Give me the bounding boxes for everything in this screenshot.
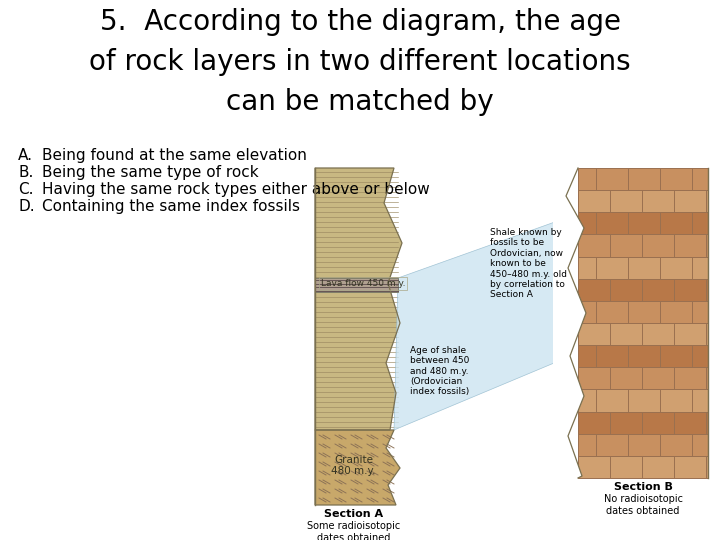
Bar	[578, 345, 708, 367]
Polygon shape	[315, 168, 402, 430]
Text: B.: B.	[18, 165, 33, 180]
Text: Being found at the same elevation: Being found at the same elevation	[42, 148, 307, 163]
Text: Age of shale
between 450
and 480 m.y.
(Ordovician
index fossils): Age of shale between 450 and 480 m.y. (O…	[410, 346, 469, 396]
Bar	[578, 212, 708, 234]
Text: C.: C.	[18, 182, 34, 197]
Bar	[578, 389, 708, 411]
Text: Lava flow 450 m.y.: Lava flow 450 m.y.	[321, 279, 405, 288]
Text: Section A: Section A	[324, 509, 383, 519]
Text: No radioisotopic
dates obtained: No radioisotopic dates obtained	[603, 494, 683, 516]
Bar	[578, 367, 708, 389]
Text: Shale known by
fossils to be
Ordovician, now
known to be
450–480 m.y. old
by cor: Shale known by fossils to be Ordovician,…	[490, 228, 567, 299]
Text: Having the same rock types either above or below: Having the same rock types either above …	[42, 182, 430, 197]
Polygon shape	[394, 218, 566, 430]
Text: Section B: Section B	[613, 482, 672, 492]
Text: Being the same type of rock: Being the same type of rock	[42, 165, 258, 180]
Bar	[578, 456, 708, 478]
Bar	[578, 234, 708, 256]
Bar	[578, 434, 708, 456]
Text: Containing the same index fossils: Containing the same index fossils	[42, 199, 300, 214]
Text: of rock layers in two different locations: of rock layers in two different location…	[89, 48, 631, 76]
Text: 5.  According to the diagram, the age: 5. According to the diagram, the age	[99, 8, 621, 36]
Bar	[578, 279, 708, 301]
Bar	[578, 301, 708, 323]
Polygon shape	[315, 278, 398, 292]
Bar	[578, 190, 708, 212]
Text: A.: A.	[18, 148, 33, 163]
Bar	[578, 411, 708, 434]
Text: D.: D.	[18, 199, 35, 214]
Polygon shape	[315, 430, 400, 505]
Text: can be matched by: can be matched by	[226, 88, 494, 116]
Text: Granite
480 m.y.: Granite 480 m.y.	[331, 455, 376, 476]
Bar	[578, 323, 708, 345]
Text: Some radioisotopic
dates obtained: Some radioisotopic dates obtained	[307, 521, 400, 540]
Bar	[578, 168, 708, 190]
Bar	[578, 256, 708, 279]
Polygon shape	[553, 168, 586, 478]
